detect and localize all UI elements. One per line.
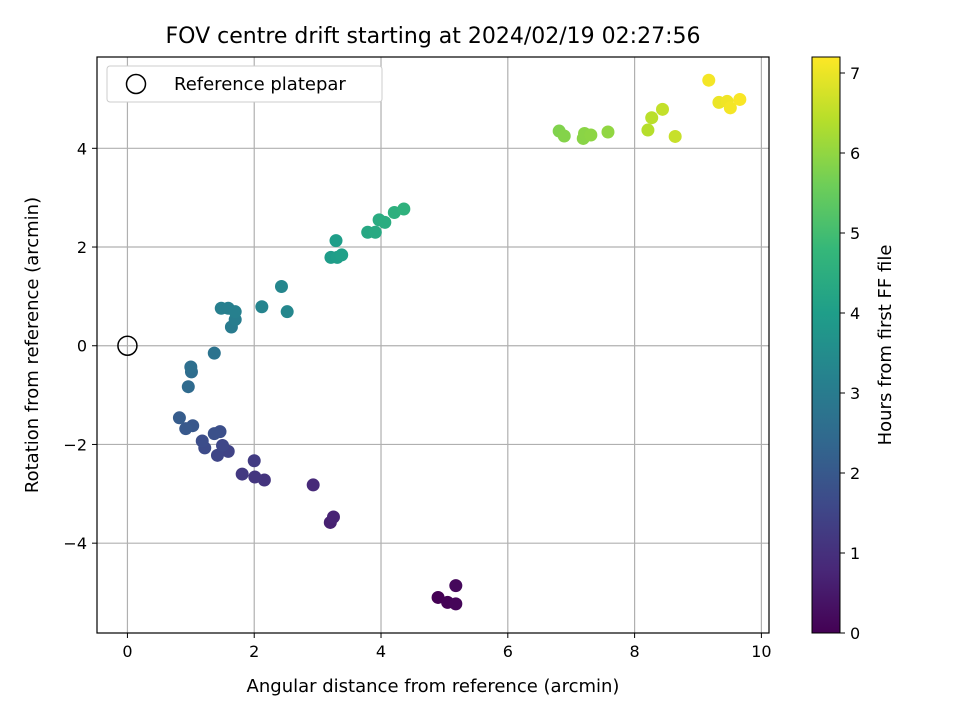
- colorbar-tick-label: 4: [850, 304, 860, 323]
- legend-label: Reference platepar: [174, 74, 346, 95]
- legend-marker: [125, 73, 147, 95]
- y-tick-label: 2: [77, 238, 87, 257]
- x-tick-label: 4: [376, 642, 386, 661]
- data-point: [723, 101, 737, 115]
- data-point: [326, 510, 340, 524]
- x-tick-label: 2: [249, 642, 259, 661]
- data-point: [378, 215, 392, 229]
- x-axis-label: Angular distance from reference (arcmin): [247, 676, 620, 697]
- y-axis-ticks: −4 −2 0 2 4: [63, 139, 97, 553]
- colorbar-tick-label: 3: [850, 384, 860, 403]
- data-point: [733, 92, 747, 106]
- data-point: [172, 411, 186, 425]
- data-point: [645, 111, 659, 125]
- data-point: [397, 202, 411, 216]
- data-point: [255, 300, 269, 314]
- data-point: [179, 422, 193, 436]
- colorbar-label: Hours from first FF file: [875, 245, 896, 446]
- data-point: [668, 129, 682, 143]
- legend: Reference platepar: [106, 65, 383, 103]
- colorbar: 0 1 2 3 4 5 6 7 Hours from first FF file: [811, 56, 896, 643]
- data-point: [207, 346, 221, 360]
- grid-lines: [97, 57, 769, 633]
- plot-frame: [96, 56, 770, 634]
- data-point: [702, 73, 716, 87]
- colorbar-tick-label: 5: [850, 224, 860, 243]
- legend-box: [106, 65, 383, 103]
- x-tick-label: 6: [503, 642, 513, 661]
- data-point: [216, 438, 230, 452]
- x-tick-label: 0: [122, 642, 132, 661]
- data-point: [181, 380, 195, 394]
- data-point: [228, 305, 242, 319]
- data-point: [335, 248, 349, 262]
- data-point: [449, 597, 463, 611]
- chart-title: FOV centre drift starting at 2024/02/19 …: [166, 24, 701, 49]
- data-points: [117, 73, 747, 611]
- x-axis-ticks: 0 2 4 6 8 10: [122, 633, 772, 661]
- data-point: [235, 467, 249, 481]
- data-point: [184, 360, 198, 374]
- y-tick-label: −4: [63, 534, 87, 553]
- colorbar-tick-label: 7: [850, 64, 860, 83]
- data-point: [207, 427, 221, 441]
- data-point: [195, 434, 209, 448]
- colorbar-tick-label: 2: [850, 464, 860, 483]
- reference-marker: [117, 335, 138, 356]
- colorbar-gradient: [811, 56, 841, 634]
- data-point: [368, 225, 382, 239]
- colorbar-tick-label: 6: [850, 144, 860, 163]
- data-point: [641, 123, 655, 137]
- data-point: [210, 448, 224, 462]
- data-point: [601, 125, 615, 139]
- data-point: [655, 102, 669, 116]
- colorbar-ticks: 0 1 2 3 4 5 6 7: [840, 64, 860, 643]
- data-point: [248, 470, 262, 484]
- data-point: [584, 128, 598, 142]
- data-point: [329, 234, 343, 248]
- colorbar-tick-label: 0: [850, 624, 860, 643]
- data-point: [274, 280, 288, 294]
- data-point: [247, 454, 261, 468]
- y-tick-label: −2: [63, 435, 87, 454]
- data-point: [280, 305, 294, 319]
- colorbar-tick-label: 1: [850, 544, 860, 563]
- y-tick-label: 0: [77, 337, 87, 356]
- y-tick-label: 4: [77, 139, 87, 158]
- y-axis-label: Rotation from reference (arcmin): [22, 197, 43, 493]
- x-tick-label: 10: [751, 642, 771, 661]
- x-tick-label: 8: [630, 642, 640, 661]
- data-point: [557, 129, 571, 143]
- data-point: [449, 579, 463, 593]
- data-point: [306, 478, 320, 492]
